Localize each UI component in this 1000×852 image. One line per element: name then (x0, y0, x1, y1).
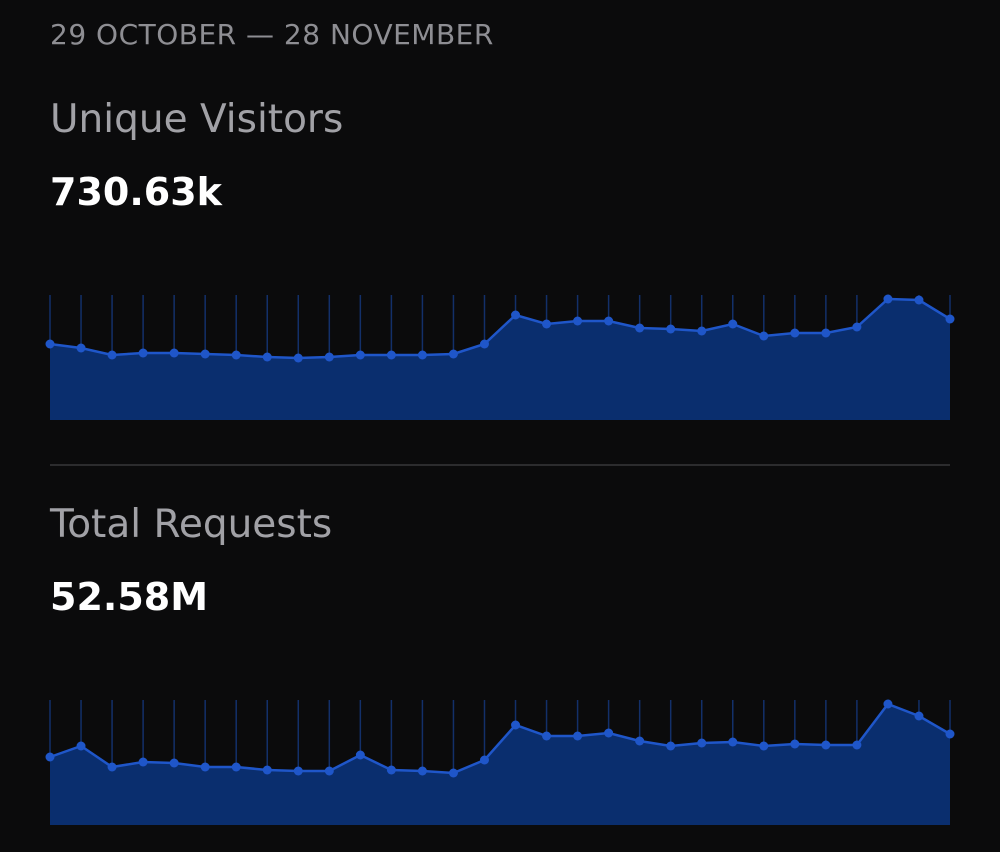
point (573, 731, 583, 741)
point (945, 729, 955, 739)
point (355, 750, 365, 760)
point (386, 765, 396, 775)
point (169, 348, 179, 358)
point (728, 319, 738, 329)
point (914, 295, 924, 305)
point (821, 328, 831, 338)
point (76, 741, 86, 751)
point (293, 353, 303, 363)
point (635, 736, 645, 746)
point (417, 766, 427, 776)
point (573, 316, 583, 326)
point (604, 728, 614, 738)
point (759, 331, 769, 341)
point (728, 737, 738, 747)
point (169, 758, 179, 768)
point (883, 294, 893, 304)
point (448, 349, 458, 359)
area (50, 299, 950, 420)
point (883, 699, 893, 709)
divider (50, 464, 950, 466)
point (386, 350, 396, 360)
point (790, 739, 800, 749)
point (666, 741, 676, 751)
chart (45, 294, 955, 420)
area (50, 704, 950, 825)
point (697, 326, 707, 336)
point (790, 328, 800, 338)
point (417, 350, 427, 360)
point (138, 348, 148, 358)
point (945, 314, 955, 324)
point (355, 350, 365, 360)
point (821, 740, 831, 750)
point (914, 711, 924, 721)
point (697, 738, 707, 748)
point (231, 762, 241, 772)
point (262, 765, 272, 775)
point (511, 720, 521, 730)
point (635, 323, 645, 333)
point (107, 350, 117, 360)
point (324, 766, 334, 776)
point (138, 757, 148, 767)
chart-title: Total Requests (50, 502, 333, 547)
point (604, 316, 614, 326)
chart (45, 699, 955, 825)
point (293, 766, 303, 776)
point (45, 339, 55, 349)
point (511, 310, 521, 320)
line (49, 297, 951, 360)
point (324, 352, 334, 362)
line (49, 702, 951, 775)
point (666, 324, 676, 334)
point (759, 741, 769, 751)
point (852, 322, 862, 332)
point (200, 762, 210, 772)
chart-title: Unique Visitors (50, 97, 344, 142)
point (76, 343, 86, 353)
point (231, 350, 241, 360)
point (542, 731, 552, 741)
total-value: 730.63k (50, 170, 222, 214)
total-value: 52.58M (50, 575, 209, 619)
point (479, 339, 489, 349)
point (448, 768, 458, 778)
point (852, 740, 862, 750)
point (542, 319, 552, 329)
point (262, 352, 272, 362)
point (107, 762, 117, 772)
point (45, 752, 55, 762)
date-range: 29 OCTOBER — 28 NOVEMBER (50, 18, 494, 51)
point (200, 349, 210, 359)
point (479, 755, 489, 765)
